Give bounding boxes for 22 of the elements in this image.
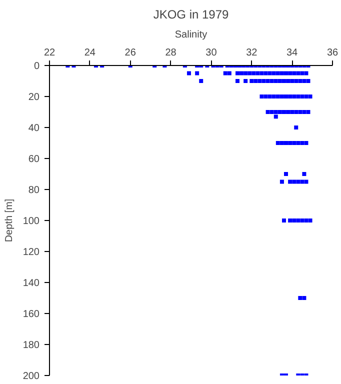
chart-title: JKOG in 1979 — [153, 8, 230, 22]
y-tick-label: 200 — [22, 371, 40, 382]
x-tick-label: 30 — [206, 48, 218, 58]
x-tick-label: 26 — [124, 48, 136, 58]
y-tick-label: 40 — [28, 123, 40, 134]
y-tick-label: 140 — [22, 278, 40, 289]
y-tick-label: 180 — [22, 340, 40, 351]
x-tick-label: 24 — [84, 48, 96, 58]
y-tick-label: 80 — [28, 185, 40, 196]
y-axis-title: Depth [m] — [4, 198, 15, 242]
y-tick-label: 20 — [28, 92, 40, 103]
x-tick-label: 28 — [165, 48, 177, 58]
y-tick-label: 100 — [22, 216, 40, 227]
x-axis-title: Salinity — [174, 30, 208, 40]
x-tick-label: 22 — [44, 48, 56, 58]
y-tick-label: 120 — [22, 247, 40, 258]
y-tick-label: 60 — [28, 154, 40, 165]
y-tick-label: 0 — [34, 61, 40, 72]
y-tick-label: 160 — [22, 309, 40, 320]
x-tick-label: 34 — [286, 48, 298, 58]
x-tick-label: 36 — [326, 48, 338, 58]
x-tick-label: 32 — [246, 48, 258, 58]
